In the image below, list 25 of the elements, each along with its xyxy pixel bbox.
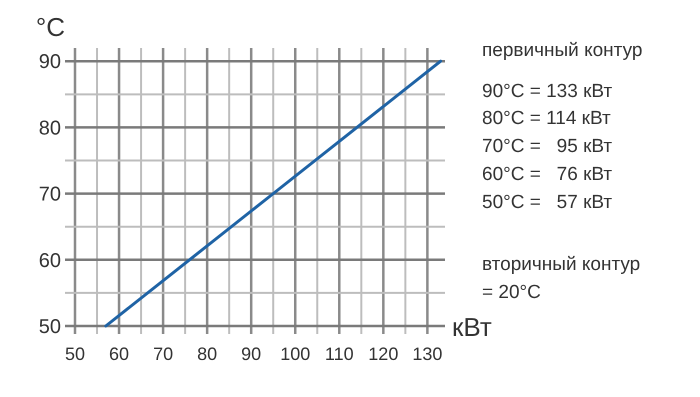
text: 50°C = 57 кВт xyxy=(482,192,612,213)
y-tick-label: 50 xyxy=(38,316,61,338)
text: = 20°C xyxy=(482,282,541,303)
x-axis-title: кВт xyxy=(452,312,492,342)
text: первичный контур xyxy=(482,40,642,61)
x-tick-label: 70 xyxy=(153,344,174,364)
x-tick-label: 50 xyxy=(64,344,86,364)
y-tick-label: 80 xyxy=(38,117,61,140)
text: 70°C = 95 кВт xyxy=(482,136,612,157)
y-tick-label: 90 xyxy=(38,51,61,74)
x-tick-label: 90 xyxy=(241,344,262,364)
text: 60°C = 76 кВт xyxy=(482,164,612,185)
y-axis-title: °C xyxy=(36,12,65,42)
text: вторичный контур xyxy=(482,254,640,275)
line-series xyxy=(104,60,442,328)
y-tick-label: 70 xyxy=(38,184,61,206)
text: 90°C = 133 кВт xyxy=(482,81,612,102)
x-tick-label: 110 xyxy=(324,344,354,364)
x-tick-label: 120 xyxy=(368,344,398,364)
x-tick-label: 80 xyxy=(197,344,218,364)
x-tick-label: 100 xyxy=(280,344,310,364)
y-tick-label: 60 xyxy=(38,250,61,272)
x-tick-label: 60 xyxy=(109,344,130,364)
x-tick-label: 130 xyxy=(412,344,442,364)
text: 80°C = 114 кВт xyxy=(482,108,612,129)
